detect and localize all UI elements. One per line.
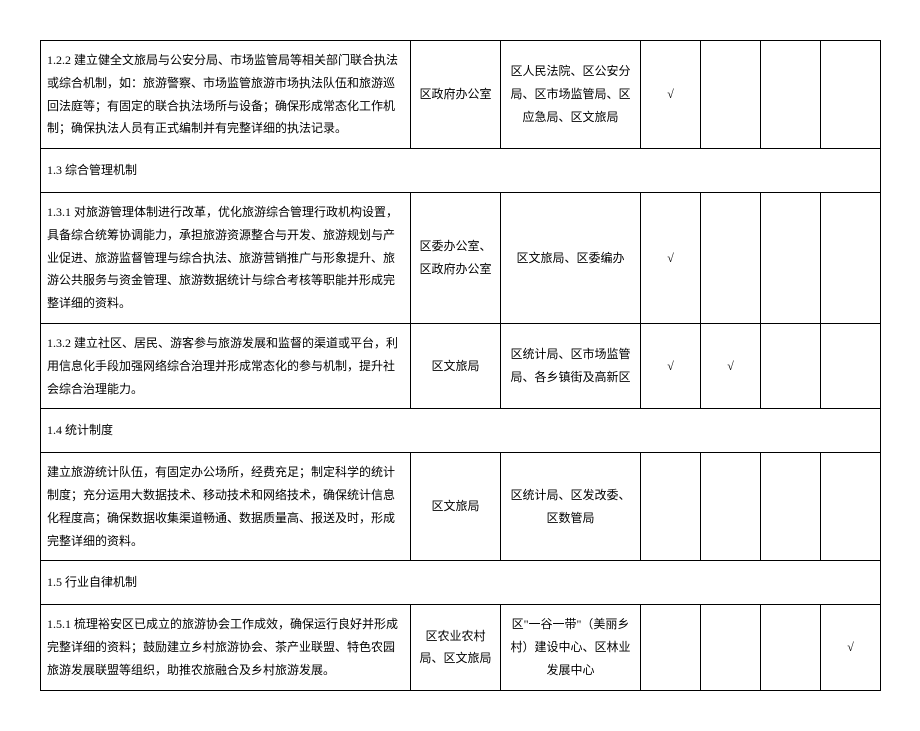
table-row: 1.3.1 对旅游管理体制进行改革，优化旅游综合管理行政机构设置，具备综合统筹协… [41, 192, 881, 323]
check-cell: √ [641, 192, 701, 323]
check-cell [701, 453, 761, 561]
table-row: 1.4 统计制度 [41, 409, 881, 453]
table-row: 1.3 综合管理机制 [41, 149, 881, 193]
section-header-cell: 1.5 行业自律机制 [41, 561, 881, 605]
coop-unit-cell: 区统计局、区发改委、区数管局 [501, 453, 641, 561]
coop-unit-cell: 区"一谷一带"（美丽乡村）建设中心、区林业发展中心 [501, 605, 641, 690]
check-cell [761, 605, 821, 690]
table-row: 1.3.2 建立社区、居民、游客参与旅游发展和监督的渠道或平台，利用信息化手段加… [41, 323, 881, 408]
check-cell [701, 192, 761, 323]
check-cell [641, 453, 701, 561]
check-cell [761, 41, 821, 149]
coop-unit-cell: 区统计局、区市场监管局、各乡镇街及高新区 [501, 323, 641, 408]
check-cell [821, 41, 881, 149]
table-row: 1.5 行业自律机制 [41, 561, 881, 605]
lead-unit-cell: 区政府办公室 [411, 41, 501, 149]
description-cell: 1.3.1 对旅游管理体制进行改革，优化旅游综合管理行政机构设置，具备综合统筹协… [41, 192, 411, 323]
description-cell: 建立旅游统计队伍，有固定办公场所，经费充足；制定科学的统计制度；充分运用大数据技… [41, 453, 411, 561]
coop-unit-cell: 区人民法院、区公安分局、区市场监管局、区应急局、区文旅局 [501, 41, 641, 149]
lead-unit-cell: 区文旅局 [411, 453, 501, 561]
table-row: 1.5.1 梳理裕安区已成立的旅游协会工作成效，确保运行良好并形成完整详细的资料… [41, 605, 881, 690]
check-cell [821, 323, 881, 408]
description-cell: 1.3.2 建立社区、居民、游客参与旅游发展和监督的渠道或平台，利用信息化手段加… [41, 323, 411, 408]
check-cell: √ [641, 323, 701, 408]
check-cell [821, 453, 881, 561]
coop-unit-cell: 区文旅局、区委编办 [501, 192, 641, 323]
check-cell [701, 41, 761, 149]
check-cell: √ [641, 41, 701, 149]
check-cell [761, 453, 821, 561]
check-cell [761, 192, 821, 323]
check-cell [821, 192, 881, 323]
check-cell: √ [821, 605, 881, 690]
description-cell: 1.2.2 建立健全文旅局与公安分局、市场监管局等相关部门联合执法或综合机制，如… [41, 41, 411, 149]
description-cell: 1.5.1 梳理裕安区已成立的旅游协会工作成效，确保运行良好并形成完整详细的资料… [41, 605, 411, 690]
table-row: 建立旅游统计队伍，有固定办公场所，经费充足；制定科学的统计制度；充分运用大数据技… [41, 453, 881, 561]
section-header-cell: 1.4 统计制度 [41, 409, 881, 453]
check-cell [701, 605, 761, 690]
lead-unit-cell: 区委办公室、区政府办公室 [411, 192, 501, 323]
section-header-cell: 1.3 综合管理机制 [41, 149, 881, 193]
check-cell: √ [701, 323, 761, 408]
table-row: 1.2.2 建立健全文旅局与公安分局、市场监管局等相关部门联合执法或综合机制，如… [41, 41, 881, 149]
lead-unit-cell: 区文旅局 [411, 323, 501, 408]
check-cell [761, 323, 821, 408]
lead-unit-cell: 区农业农村局、区文旅局 [411, 605, 501, 690]
check-cell [641, 605, 701, 690]
policy-table: 1.2.2 建立健全文旅局与公安分局、市场监管局等相关部门联合执法或综合机制，如… [40, 40, 881, 691]
